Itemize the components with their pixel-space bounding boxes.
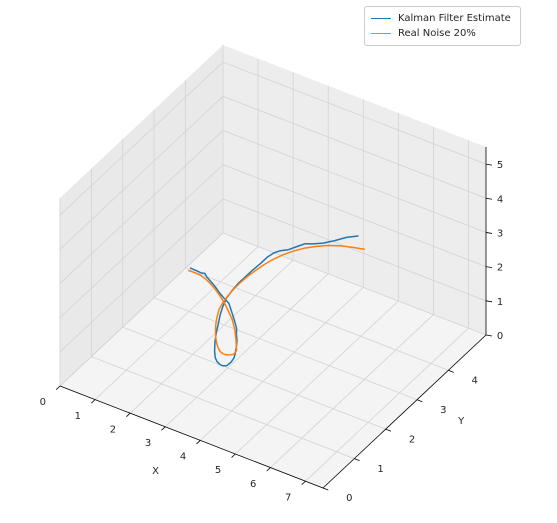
pane-back [223,45,486,335]
z-tick-mark [485,232,493,234]
x-tick-label: 3 [145,438,151,449]
x-tick-mark [126,412,131,418]
y-tick-mark [322,487,329,491]
x-tick-label: 0 [40,397,46,408]
x-axis-title: X [152,466,159,477]
x-tick-mark [231,453,236,458]
y-axis-line [322,334,487,489]
legend: Kalman Filter Estimate Real Noise 20% [364,6,521,46]
series-line-real-noise [188,244,366,356]
legend-swatch-real-noise [371,33,391,34]
x-tick-label: 5 [215,465,221,476]
gridline-y-floor [91,356,355,459]
gridline-x-floor [129,259,294,414]
gridline-z-back [222,61,487,165]
legend-item-kalman: Kalman Filter Estimate [371,11,514,26]
gridline-x-floor [235,300,399,455]
z-tick-label: 5 [497,160,503,171]
z-tick-mark [485,300,493,303]
x-tick-mark [161,426,166,431]
x-tick-label: 4 [180,452,186,463]
y-tick-label: 0 [346,493,352,504]
legend-label-real-noise: Real Noise 20% [398,28,476,39]
gridline-z-back [222,198,487,302]
gridline-y-floor [122,326,386,430]
x-tick-mark [266,467,271,472]
gridline-x-floor [199,287,364,441]
tick-marks [55,163,493,491]
gridline-z-back [222,232,487,336]
pane-left [60,45,223,386]
gridline-z-left [59,95,224,250]
x-tick-label: 1 [75,411,81,422]
gridline-x-floor [164,273,329,428]
x-axis-line [59,385,324,489]
gridline-z-back [222,164,487,268]
x-tick-mark [91,399,96,404]
tick-labels: 0 1 2 3 4 5 6 7 0 1 2 3 4 0 1 2 3 4 5 X Y [40,160,504,504]
legend-item-real-noise: Real Noise 20% [371,26,514,41]
z-tick-mark [485,197,493,200]
x-tick-mark [55,385,61,390]
y-tick-mark [354,458,360,461]
gridline-x-floor [270,314,434,468]
y-tick-mark [416,399,423,403]
series-lines [188,235,366,367]
z-tick-label: 1 [497,297,503,308]
legend-swatch-kalman [371,18,391,19]
gridline-z-back [222,95,487,199]
y-tick-label: 2 [409,434,415,445]
pane-floor [60,233,486,488]
x-tick-mark [196,440,201,445]
legend-label-kalman: Kalman Filter Estimate [398,13,511,24]
gridline-x-floor [94,246,259,400]
x-tick-label: 6 [250,479,256,490]
z-tick-label: 0 [497,331,503,342]
x-tick-mark [301,480,306,486]
gridline-z-left [59,232,224,387]
y-tick-label: 1 [377,464,383,475]
y-tick-label: 4 [472,376,478,387]
z-tick-mark [485,163,493,166]
grid-lines [59,45,487,489]
y-tick-mark [385,428,392,432]
gridline-y-floor [185,267,449,371]
gridline-y-floor [153,297,418,401]
gridline-x-floor [305,327,469,482]
axis-lines [59,147,487,489]
gridline-z-left [59,164,224,318]
z-tick-label: 2 [497,263,503,274]
gridline-z-left [59,198,224,353]
z-tick-label: 3 [497,229,503,240]
y-tick-label: 3 [440,405,446,416]
z-tick-mark [485,334,493,337]
x-tick-label: 7 [285,492,291,503]
z-tick-label: 4 [497,194,503,205]
series-line-kalman [189,235,359,367]
y-axis-title: Y [457,416,465,427]
x-tick-label: 2 [110,424,116,435]
gridline-z-left [59,130,224,284]
y-tick-mark [448,369,454,373]
z-tick-mark [485,266,493,269]
axis-panes [60,45,486,488]
gridline-z-back [222,130,487,233]
gridline-z-left [59,61,224,216]
